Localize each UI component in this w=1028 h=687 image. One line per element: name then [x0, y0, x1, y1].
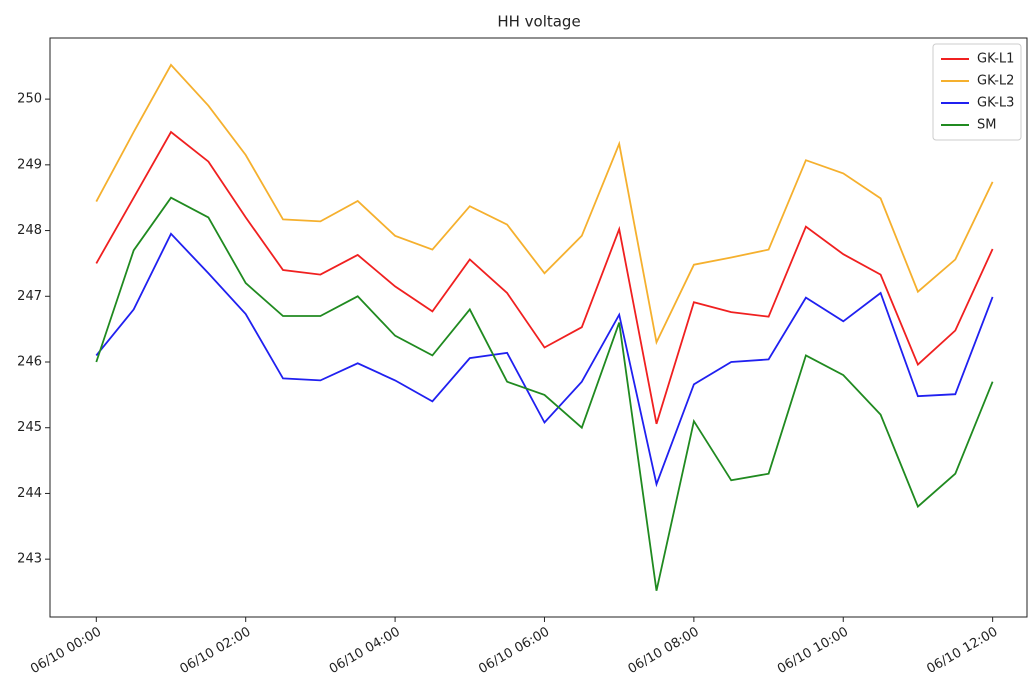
x-tick-label: 06/10 04:00 [327, 625, 403, 678]
plot-frame [49, 37, 1028, 618]
legend-box [932, 43, 1022, 141]
y-tick-label: 247 [17, 289, 42, 304]
y-tick-label: 248 [17, 223, 42, 238]
y-tick-label: 249 [17, 157, 42, 172]
y-tick-label: 245 [17, 420, 42, 435]
x-tick-label: 06/10 12:00 [924, 625, 1000, 678]
x-tick-label: 06/10 02:00 [177, 625, 253, 678]
legend: GK-L1 GK-L2 GK-L3 SM [932, 43, 1022, 141]
series-line [95, 130, 994, 425]
series-line [95, 232, 994, 488]
legend-label: GK-L2 [977, 74, 1014, 89]
x-tick-label: 06/10 08:00 [626, 625, 702, 678]
x-tick-label: 06/10 10:00 [775, 625, 851, 678]
legend-label: GK-L3 [977, 96, 1014, 111]
chart-title: HH voltage [497, 13, 580, 31]
y-tick-label: 243 [17, 552, 42, 567]
x-tick-label: 06/10 00:00 [28, 625, 104, 678]
y-tick-label: 244 [17, 486, 42, 501]
series-line [95, 196, 994, 591]
legend-label: SM [977, 118, 996, 133]
y-tick-label: 250 [17, 92, 42, 107]
legend-label: GK-L1 [977, 52, 1014, 67]
x-tick-label: 06/10 06:00 [476, 625, 552, 678]
series-line [95, 63, 994, 346]
y-tick-label: 246 [17, 355, 42, 370]
